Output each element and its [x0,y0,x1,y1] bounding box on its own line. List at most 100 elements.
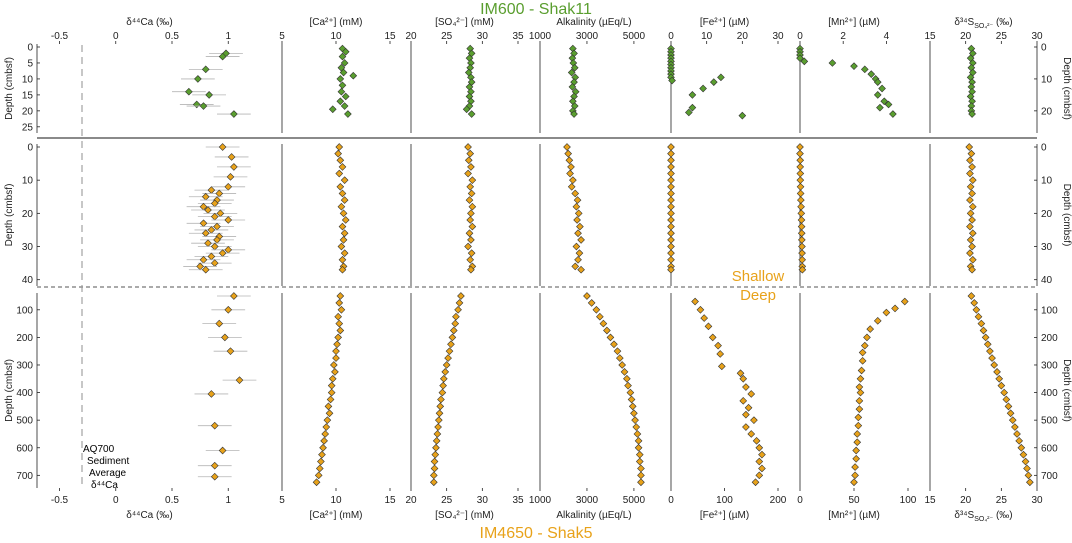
data-point-bot-s34 [1000,388,1009,397]
data-point-bot-ca [327,381,336,390]
data-point-bot-s34 [1013,430,1021,438]
data-point-bot-alk [626,388,635,397]
top-xtick-label-ca44: 0 [113,31,119,42]
data-point-bot-mn [856,388,865,397]
data-point-bot-so4 [430,464,439,473]
data-point-bot-alk [613,347,622,356]
data-point-bot-ca44 [224,305,233,314]
data-point-mid-ca [339,209,348,218]
right-ytick-label-mid: 20 [1041,209,1053,220]
data-point-mid-ca [340,176,349,184]
data-point-mid-alk [569,176,577,184]
data-point-bot-fe [718,362,726,371]
data-point-bot-so4 [438,388,447,397]
data-point-bot-alk [592,305,601,314]
data-point-mid-mn [797,222,806,231]
right-ytick-label-bot: 700 [1041,471,1058,482]
data-point-bot-alk [623,374,631,383]
left-ytick-label-bot: 400 [16,388,33,399]
data-point-top-mn [860,65,869,74]
bottom-xtick-label-fe: 200 [770,495,787,506]
data-point-bot-fe [714,341,722,350]
data-point-bot-alk [620,368,629,376]
data-point-bot-alk [599,319,608,328]
deep-label: Deep [740,287,776,304]
data-point-bot-alk [616,354,624,362]
data-point-mid-alk [572,242,581,251]
data-point-mid-fe [667,176,675,184]
data-point-bot-so4 [451,319,460,328]
data-point-mid-mn [797,216,806,224]
data-point-bot-ca [317,457,325,466]
data-point-bot-mn [853,438,862,447]
top-xtick-label-so4: 20 [405,31,417,42]
data-point-bot-so4 [436,402,445,411]
data-point-top-ca44 [230,110,238,118]
data-point-mid-s34 [968,202,977,211]
data-point-bot-mn [891,304,899,313]
data-point-mid-ca [334,149,342,158]
data-point-bot-mn [882,308,891,317]
top-xtick-label-ca44: 1 [225,31,231,42]
data-point-mid-ca44 [196,262,204,271]
data-point-bot-s34 [1006,409,1015,418]
data-point-mid-fe [667,189,675,198]
data-point-bot-ca44 [221,333,229,342]
data-point-top-ca [340,59,349,67]
data-point-mid-fe [667,149,675,158]
data-point-bot-so4 [430,457,439,466]
top-xtick-label-fe: 0 [668,31,674,42]
data-point-bot-ca44 [218,446,227,455]
data-point-bot-so4 [430,478,438,487]
data-point-bot-fe [747,390,756,398]
left-ytick-label-bot: 200 [16,333,33,344]
data-point-bot-so4 [439,374,448,383]
data-point-bot-so4 [445,347,454,356]
data-point-mid-fe [667,222,675,231]
data-point-mid-s34 [968,265,976,274]
left-ytick-label-bot: 700 [16,471,33,482]
top-axis-title-s34: δ³⁴SSO₄²⁻ (‰) [954,17,1012,30]
data-point-mid-mn [797,209,806,218]
data-point-bot-mn [853,430,862,438]
right-ytick-label-bot: 100 [1041,305,1058,316]
data-point-bot-ca [331,368,339,376]
data-point-top-fe [717,73,725,82]
data-point-mid-s34 [968,216,976,224]
bottom-axis-title-alk: Alkalinity (µEq/L) [556,510,631,521]
data-point-mid-alk [572,202,581,211]
data-point-mid-mn [796,169,805,178]
data-point-mid-ca [338,222,347,231]
bottom-site-title: IM4650 - Shak5 [480,525,593,542]
data-point-mid-ca44 [207,186,216,194]
data-point-mid-fe [667,265,675,274]
data-point-bot-s34 [972,305,981,314]
data-point-mid-mn [796,156,805,165]
data-point-bot-alk [596,312,604,321]
data-point-top-fe [738,111,747,120]
data-point-bot-ca [324,402,333,411]
data-point-mid-s34 [968,176,977,184]
data-point-bot-mn [850,478,858,487]
data-point-top-mn [884,100,893,109]
data-point-mid-ca44 [218,249,227,257]
bottom-xtick-label-fe: 0 [668,495,674,506]
top-axis-title-ca: [Ca²⁺] (mM) [309,17,362,28]
data-point-mid-ca44 [207,252,216,261]
data-point-mid-so4 [465,229,474,238]
top-xtick-label-fe: 10 [701,31,713,42]
data-point-top-so4 [467,110,476,118]
data-point-top-ca [344,110,352,118]
bottom-xtick-label-alk: 1000 [529,495,552,506]
data-point-bot-alk [634,437,643,445]
data-point-bot-s34 [1019,450,1028,459]
data-point-mid-ca44 [218,143,227,151]
data-point-top-ca44 [205,91,213,99]
data-point-bot-mn [855,405,864,413]
data-point-bot-s34 [981,333,990,342]
data-point-mid-alk [577,236,585,244]
data-point-mid-so4 [464,143,472,151]
data-point-mid-ca44 [230,163,238,171]
